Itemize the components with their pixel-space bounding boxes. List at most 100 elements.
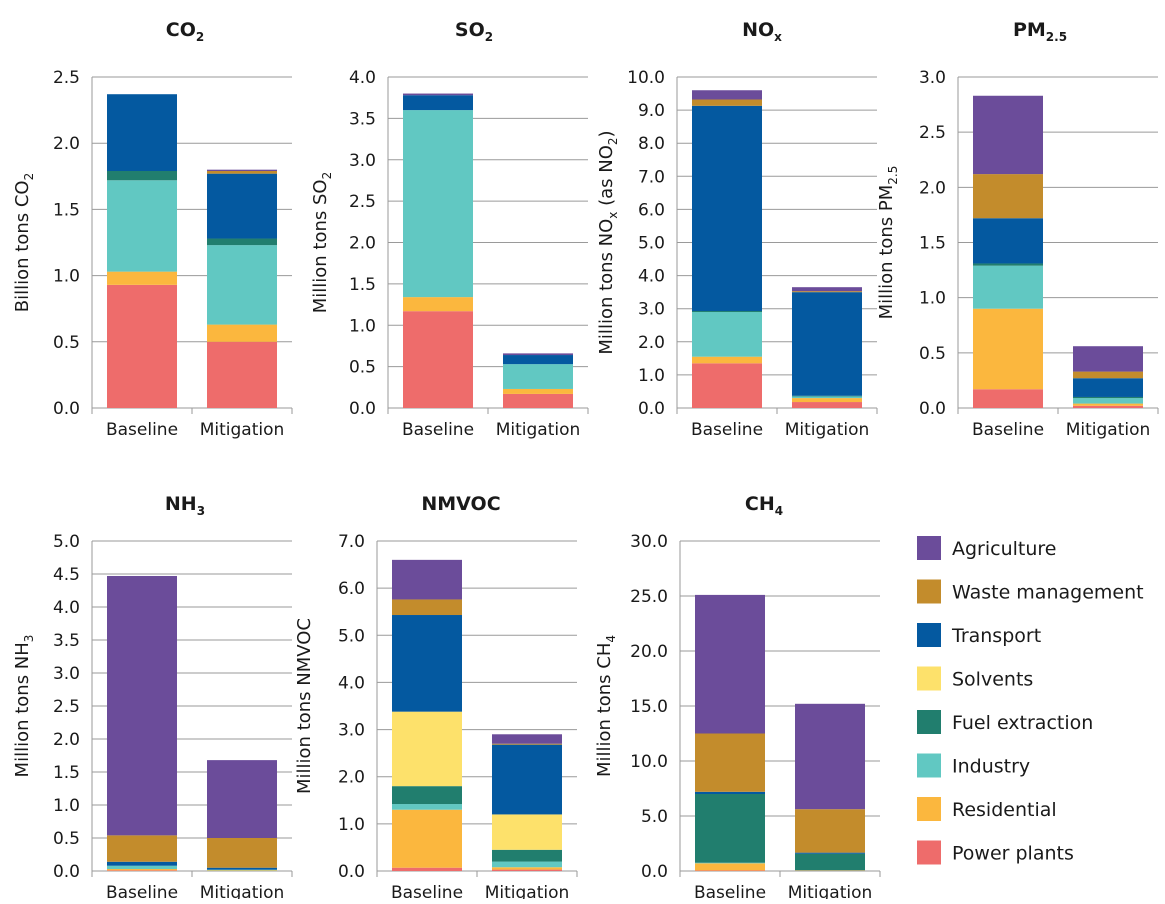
bar-mitigation-industry [503, 364, 573, 389]
bar-baseline-waste-management [107, 835, 177, 861]
y-tick-label: 4.0 [349, 68, 376, 88]
x-category-label: Baseline [106, 883, 178, 899]
y-tick-label: 0.0 [641, 862, 668, 882]
x-category-label: Baseline [691, 420, 763, 440]
bar-baseline-transport [692, 106, 762, 311]
y-tick-label: 2.0 [349, 234, 376, 254]
bar-baseline-industry [973, 266, 1043, 309]
bar-mitigation-transport [792, 292, 862, 396]
y-axis-label: Million tons SO2 [310, 172, 334, 314]
y-tick-label: 6.0 [338, 579, 365, 599]
bar-mitigation-industry [792, 396, 862, 398]
bar-mitigation-agriculture [795, 704, 865, 809]
y-tick-label: 3.0 [53, 664, 80, 684]
y-tick-label: 2.0 [338, 768, 365, 788]
bar-mitigation-transport [207, 868, 277, 870]
bar-baseline-agriculture [107, 576, 177, 835]
bar-baseline-power-plants [107, 285, 177, 408]
bar-mitigation-industry [207, 245, 277, 324]
bar-mitigation-waste-management [795, 809, 865, 852]
bar-mitigation-industry [207, 870, 277, 871]
y-tick-label: 6.0 [638, 200, 665, 220]
bar-mitigation-agriculture [1073, 346, 1143, 371]
bar-baseline-fuel-extraction [692, 311, 762, 312]
chart-title: NH3 [165, 493, 205, 518]
y-tick-label: 7.0 [638, 167, 665, 187]
bar-baseline-industry [692, 312, 762, 357]
bar-baseline-residential [107, 272, 177, 285]
bar-baseline-transport [403, 95, 473, 110]
bar-mitigation-residential [492, 867, 562, 869]
y-tick-label: 1.5 [53, 200, 80, 220]
chart-nox: 0.01.02.03.04.05.06.07.08.09.010.0Baseli… [596, 19, 877, 440]
y-tick-label: 10.0 [630, 752, 668, 772]
bar-mitigation-transport [1073, 378, 1143, 397]
legend-label-residential: Residential [952, 799, 1057, 821]
y-tick-label: 2.5 [53, 697, 80, 717]
bar-baseline-residential [107, 869, 177, 870]
bar-baseline-waste-management [392, 599, 462, 615]
bar-baseline-transport [107, 862, 177, 866]
bar-mitigation-waste-management [1073, 372, 1143, 379]
y-tick-label: 2.0 [919, 178, 946, 198]
y-tick-label: 1.5 [349, 275, 376, 295]
bar-mitigation-fuel-extraction [792, 396, 862, 397]
legend-swatch-agriculture [917, 536, 941, 560]
bar-mitigation-fuel-extraction [795, 854, 865, 871]
chart-nh3: 0.00.51.01.52.02.53.03.54.04.55.0Baselin… [12, 493, 292, 899]
y-tick-label: 3.0 [338, 721, 365, 741]
legend-swatch-fuel-extraction [917, 710, 941, 734]
bar-mitigation-transport [795, 853, 865, 854]
y-axis-label: Million tons NMVOC [294, 618, 315, 794]
y-tick-label: 1.0 [53, 267, 80, 287]
x-category-label: Mitigation [200, 420, 285, 440]
legend-swatch-transport [917, 623, 941, 647]
bar-mitigation-residential [792, 398, 862, 402]
y-tick-label: 0.5 [349, 358, 376, 378]
bar-mitigation-residential [207, 325, 277, 342]
bar-baseline-waste-management [973, 174, 1043, 218]
bar-baseline-agriculture [403, 94, 473, 96]
y-axis-label: Million tons CH4 [594, 635, 618, 777]
bar-baseline-power-plants [403, 311, 473, 408]
y-tick-label: 4.0 [638, 267, 665, 287]
y-tick-label: 2.5 [349, 192, 376, 212]
bar-mitigation-waste-management [492, 744, 562, 745]
y-tick-label: 0.0 [349, 399, 376, 419]
legend-swatch-power-plants [917, 841, 941, 865]
y-tick-label: 3.5 [53, 631, 80, 651]
y-tick-label: 2.5 [53, 68, 80, 88]
y-tick-label: 5.0 [338, 626, 365, 646]
bar-baseline-residential [692, 357, 762, 364]
bar-mitigation-power-plants [792, 402, 862, 408]
chart-title: NMVOC [421, 493, 500, 515]
bar-baseline-transport [392, 615, 462, 712]
legend-label-power-plants: Power plants [952, 843, 1074, 865]
bar-baseline-fuel-extraction [107, 171, 177, 180]
y-tick-label: 3.0 [349, 151, 376, 171]
y-tick-label: 0.0 [919, 399, 946, 419]
x-category-label: Mitigation [485, 883, 570, 899]
bar-mitigation-fuel-extraction [1073, 397, 1143, 398]
y-tick-label: 1.0 [53, 796, 80, 816]
bar-mitigation-power-plants [492, 870, 562, 871]
y-tick-label: 1.0 [638, 366, 665, 386]
bar-baseline-agriculture [973, 96, 1043, 174]
bar-baseline-agriculture [692, 90, 762, 99]
y-tick-label: 15.0 [630, 697, 668, 717]
y-tick-label: 4.0 [53, 598, 80, 618]
y-tick-label: 3.0 [638, 300, 665, 320]
chart-title: SO2 [455, 19, 493, 44]
y-tick-label: 3.5 [349, 109, 376, 129]
x-category-label: Baseline [106, 420, 178, 440]
y-tick-label: 9.0 [638, 101, 665, 121]
bar-baseline-waste-management [695, 734, 765, 792]
y-axis-label: Billion tons CO2 [12, 173, 36, 312]
y-tick-label: 0.5 [53, 333, 80, 353]
x-category-label: Baseline [402, 420, 474, 440]
bar-baseline-power-plants [392, 868, 462, 871]
legend-label-fuel-extraction: Fuel extraction [952, 712, 1093, 734]
bar-baseline-industry [107, 180, 177, 271]
